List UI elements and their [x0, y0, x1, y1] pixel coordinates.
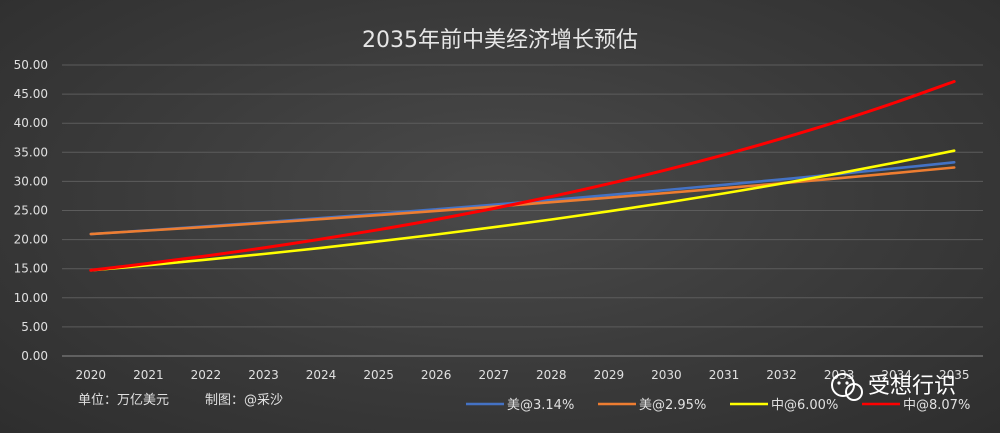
series-lines: [89, 80, 956, 272]
y-tick-label: 35.00: [14, 145, 48, 159]
watermark-text: 受想行识: [868, 374, 956, 399]
legend-label: 中@6.00%: [771, 398, 838, 413]
x-tick-label: 2035: [939, 368, 970, 382]
x-tick-label: 2020: [76, 368, 107, 382]
series-line: [89, 80, 956, 272]
unit-label: 单位：万亿美元: [78, 393, 169, 408]
x-tick-label: 2030: [651, 368, 682, 382]
y-tick-label: 0.00: [21, 349, 48, 363]
y-tick-label: 45.00: [14, 87, 48, 101]
x-tick-label: 2034: [881, 368, 912, 382]
x-tick-label: 2028: [536, 368, 567, 382]
y-tick-label: 40.00: [14, 116, 48, 130]
x-tick-label: 2027: [478, 368, 509, 382]
y-tick-label: 50.00: [14, 58, 48, 72]
y-tick-label: 25.00: [14, 204, 48, 218]
wechat-icon: [831, 373, 863, 401]
watermark: 受想行识: [831, 373, 956, 401]
x-tick-label: 2032: [766, 368, 797, 382]
x-tick-label: 2024: [306, 368, 337, 382]
y-axis-ticks: 0.00 5.00 10.00 15.00 20.00 25.00 30.00 35.00 40…: [14, 58, 48, 363]
y-tick-label: 15.00: [14, 262, 48, 276]
x-tick-label: 2023: [248, 368, 279, 382]
x-tick-label: 2026: [421, 368, 452, 382]
series-line: [89, 149, 956, 272]
legend-label: 美@2.95%: [639, 398, 706, 413]
x-axis-ticks: 2020 2021 2022 2023 2024 2025 2026 2027 2028 2029…: [76, 368, 970, 382]
x-tick-label: 2021: [133, 368, 164, 382]
maker-label: 制图：@采沙: [205, 393, 283, 408]
y-tick-label: 30.00: [14, 174, 48, 188]
y-tick-label: 10.00: [14, 291, 48, 305]
x-tick-label: 2031: [709, 368, 740, 382]
y-tick-label: 5.00: [21, 320, 48, 334]
legend-label: 美@3.14%: [507, 398, 574, 413]
series-line: [89, 166, 956, 236]
x-tick-label: 2022: [191, 368, 222, 382]
x-tick-label: 2025: [363, 368, 394, 382]
legend-label: 中@8.07%: [903, 398, 970, 413]
gridlines: [62, 64, 983, 357]
y-tick-label: 20.00: [14, 233, 48, 247]
legend: 美@3.14% 美@2.95% 中@6.00% 中@8.07%: [466, 398, 970, 413]
chart-title: 2035年前中美经济增长预估: [362, 28, 638, 53]
x-tick-label: 2029: [594, 368, 625, 382]
